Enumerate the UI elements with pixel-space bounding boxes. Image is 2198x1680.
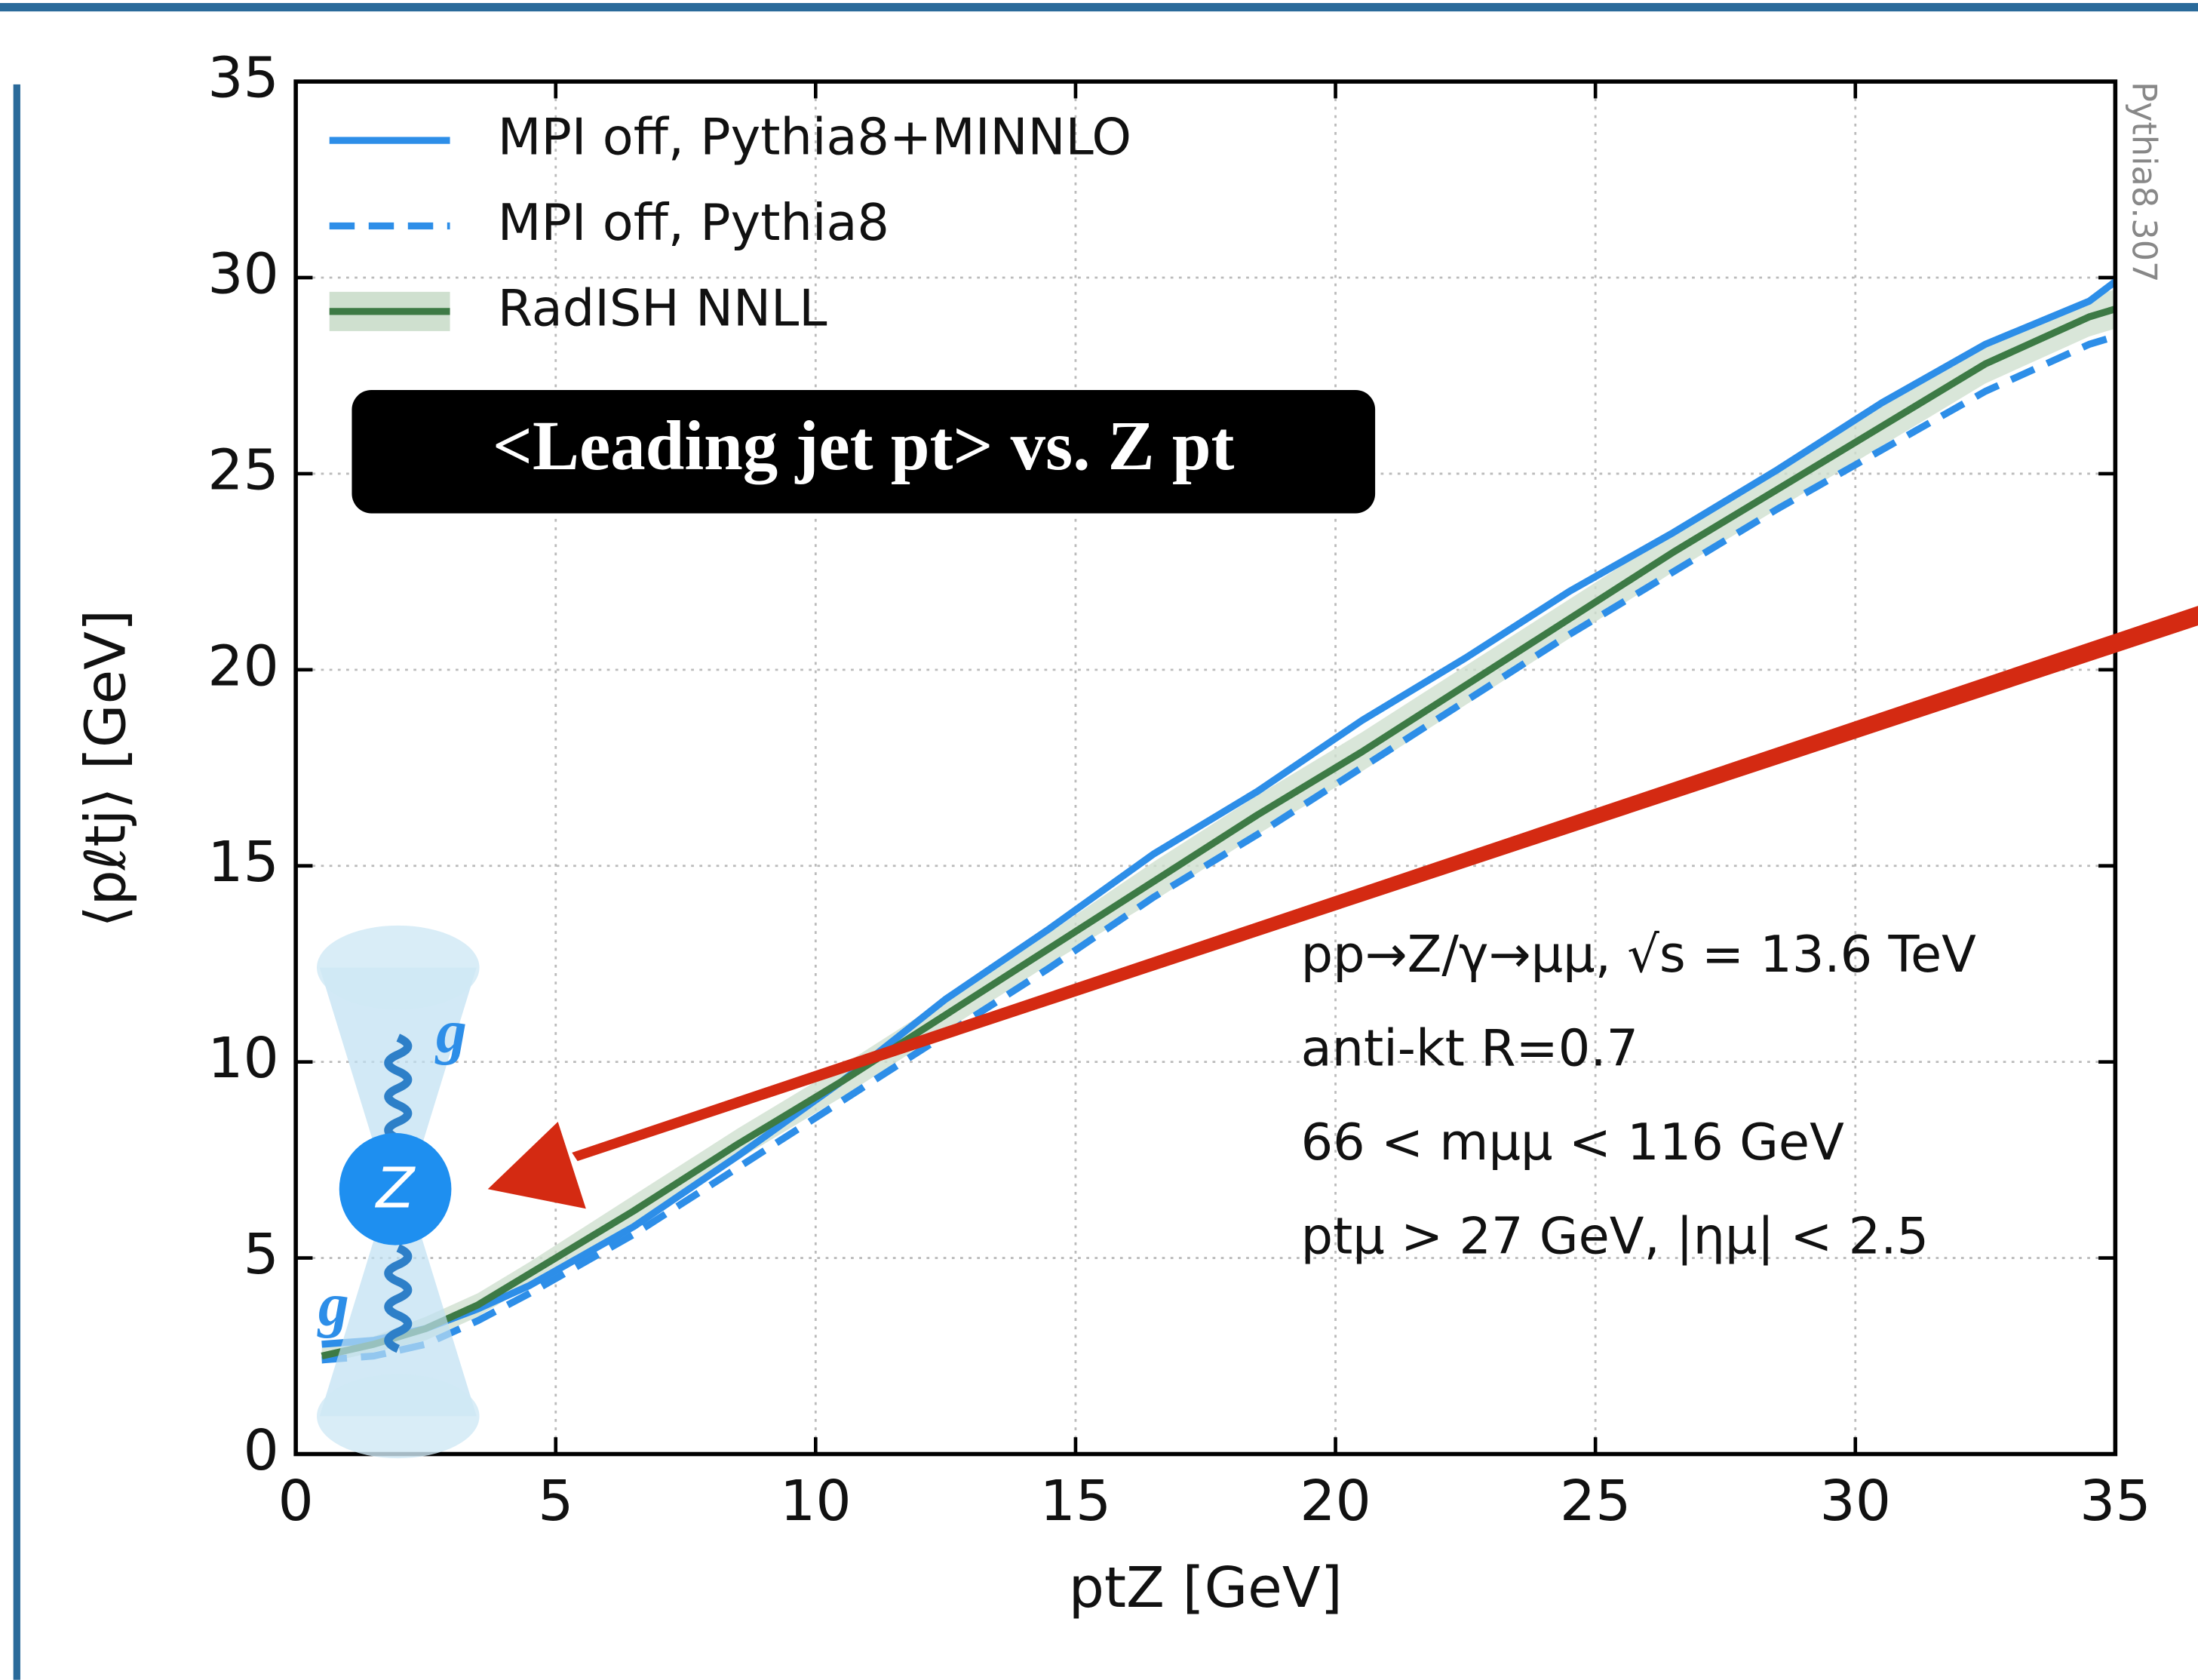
- plot-frame: [293, 79, 2118, 1457]
- x-axis-label: ptZ [GeV]: [1069, 1555, 1343, 1620]
- series-line: [321, 306, 2117, 1360]
- jet-cone: [317, 1374, 480, 1459]
- x-tick-label: 15: [1040, 1468, 1112, 1534]
- gluon-label: g: [317, 1270, 349, 1339]
- generator-label: Pythia8.307: [2125, 81, 2164, 282]
- z-boson: [339, 1132, 452, 1245]
- x-tick-label: 10: [780, 1468, 852, 1534]
- y-tick-label: 35: [207, 45, 279, 111]
- z-label: Z: [375, 1155, 416, 1221]
- arrow: [487, 606, 2198, 1209]
- z-diagram: Z g g: [317, 925, 480, 1459]
- series-line: [321, 278, 2118, 1348]
- title-box: [351, 389, 1376, 514]
- legend-label: MPI off, Pythia8: [498, 193, 889, 252]
- gluon-label: g: [434, 997, 467, 1065]
- legend-label: RadISH NNLL: [498, 278, 827, 337]
- series-line: [321, 333, 2117, 1364]
- y-tick-label: 5: [244, 1221, 279, 1287]
- gluon-line: [384, 1033, 413, 1353]
- y-tick-label: 20: [207, 633, 279, 699]
- jet-cone: [319, 1233, 477, 1417]
- y-tick-label: 25: [207, 437, 279, 502]
- y-tick-label: 30: [207, 241, 279, 307]
- plot-area: 0 5 10 15 20 25 30 35 0 5 10 15 20 25 30 35 MPI off, Pyt…: [207, 45, 2150, 1534]
- y-tick-label: 15: [207, 829, 279, 895]
- annotation: anti-kt R=0.7: [1301, 1019, 1638, 1078]
- legend-label: MPI off, Pythia8+MINNLO: [498, 108, 1131, 167]
- chart-title: <Leading jet pt> vs. Z pt: [493, 407, 1234, 485]
- y-tick-label: 10: [207, 1025, 279, 1091]
- x-tick-label: 5: [538, 1468, 573, 1534]
- x-tick-label: 25: [1560, 1468, 1632, 1534]
- annotation: pp→Z/γ→μμ, √s = 13.6 TeV: [1301, 925, 1976, 984]
- x-tick-label: 20: [1300, 1468, 1371, 1534]
- annotation: ptμ > 27 GeV, |ημ| < 2.5: [1301, 1207, 1929, 1266]
- x-tick-label: 0: [278, 1468, 313, 1534]
- arrow-shaft: [572, 606, 2198, 1162]
- y-axis-label: ⟨pℓtj⟩ [GeV]: [72, 610, 138, 927]
- arrow-head: [487, 1122, 586, 1209]
- y-tick-label: 0: [244, 1417, 279, 1483]
- annotation: 66 < mμμ < 116 GeV: [1301, 1113, 1844, 1172]
- jet-cone: [317, 925, 480, 1010]
- x-tick-label: 35: [2080, 1468, 2151, 1534]
- x-tick-label: 30: [1819, 1468, 1891, 1534]
